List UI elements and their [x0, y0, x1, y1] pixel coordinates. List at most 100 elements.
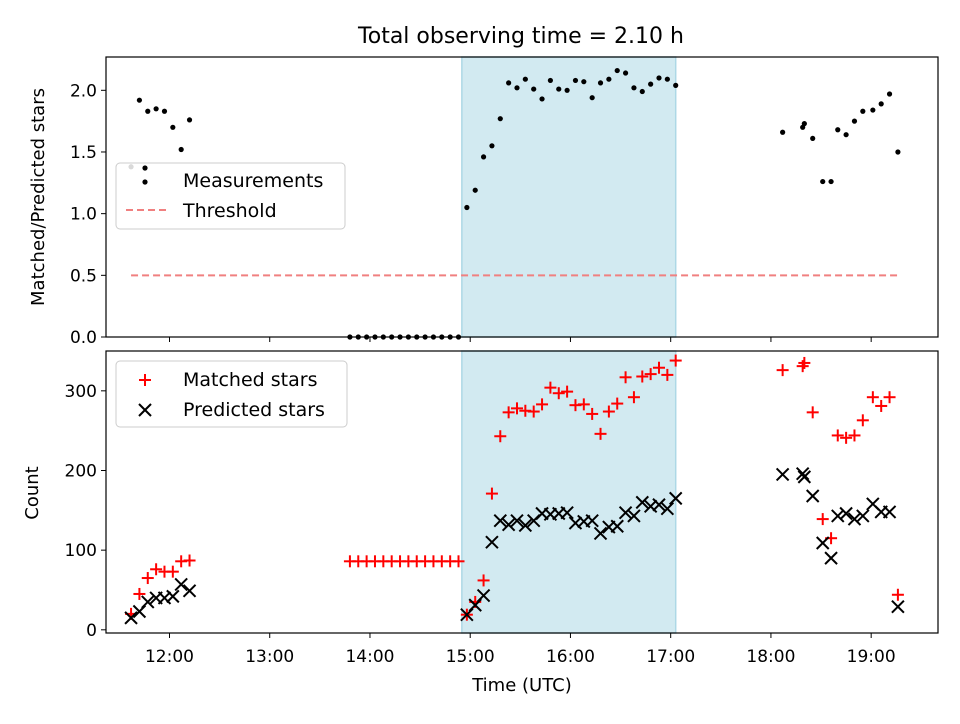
predicted-star-point	[593, 526, 608, 541]
x-tick-label: 12:00	[145, 647, 194, 667]
matched-star-point	[840, 431, 853, 444]
measurement-point	[153, 106, 159, 112]
measurement-point	[614, 67, 620, 74]
predicted-star-point	[174, 577, 188, 592]
x-tick-label: 19:00	[847, 647, 896, 667]
y-tick-label: 1.0	[70, 205, 97, 225]
chart-title: Total observing time = 2.10 h	[357, 24, 684, 49]
predicted-star-point	[510, 513, 524, 528]
matched-star-point	[798, 356, 811, 369]
x-tick-label: 16:00	[546, 647, 595, 667]
measurement-point	[828, 178, 834, 185]
legend-marker-measurements	[142, 165, 148, 171]
matched-star-point	[183, 554, 196, 567]
predicted-star-point	[775, 467, 790, 482]
measurement-point	[564, 87, 570, 93]
predicted-star-point	[560, 506, 574, 520]
measurement-point	[186, 117, 193, 123]
shaded-region	[461, 350, 677, 634]
ratio-y-axis-label: Matched/Predicted stars	[28, 88, 49, 306]
predicted-star-point	[856, 509, 870, 523]
predicted-star-point	[476, 588, 491, 603]
matched-star-point	[652, 361, 665, 374]
predicted-star-point	[891, 600, 905, 614]
measurement-point	[810, 135, 816, 142]
predicted-star-point	[618, 506, 633, 520]
measurement-point	[656, 75, 662, 81]
measurement-point	[464, 204, 470, 211]
predicted-star-point	[660, 502, 675, 516]
predicted-star-point	[485, 535, 499, 549]
predicted-star-point	[668, 491, 683, 506]
matched-star-point	[586, 407, 599, 420]
predicted-star-point	[610, 519, 624, 533]
measurement-point	[539, 96, 545, 102]
x-tick-label: 17:00	[646, 647, 695, 667]
matched-star-point	[848, 429, 861, 442]
count-panel: 0 100 200 300 12:00 13:00 14:00 15:00 16:00 17:0…	[22, 350, 939, 696]
matched-star-point	[619, 371, 632, 384]
predicted-star-point	[847, 512, 862, 526]
measurement-point	[878, 101, 884, 107]
predicted-star-point	[805, 489, 820, 503]
measurement-point	[820, 178, 826, 185]
ratio-legend-box	[115, 162, 346, 230]
predicted-star-point	[635, 495, 649, 510]
matched-star-point	[527, 405, 540, 418]
matched-star-point	[891, 588, 904, 601]
measurement-point	[506, 80, 512, 86]
measurement-point	[895, 149, 901, 155]
measurement-point	[648, 81, 654, 87]
measurement-point	[597, 80, 604, 86]
legend-marker-matched	[139, 374, 151, 386]
measurement-point	[514, 85, 520, 91]
count-legend-box	[115, 360, 348, 428]
measurement-point	[161, 108, 168, 114]
legend-marker-measurements	[142, 179, 148, 185]
matched-star-point	[452, 555, 465, 568]
x-tick-label: 13:00	[245, 647, 294, 667]
count-y-axis-label: Count	[22, 466, 43, 519]
measurement-point	[531, 86, 537, 92]
predicted-star-point	[816, 536, 830, 550]
matched-star-point	[776, 364, 789, 377]
measurement-point	[801, 121, 807, 127]
shaded-region	[461, 56, 677, 338]
predicted-star-point	[831, 509, 845, 523]
predicted-star-point	[652, 498, 666, 512]
predicted-star-point	[141, 595, 155, 609]
matched-star-point	[661, 368, 674, 381]
y-tick-label: 1.5	[70, 143, 97, 163]
matched-star-point	[577, 398, 590, 411]
matched-star-point	[602, 405, 615, 418]
predicted-star-point	[824, 551, 838, 565]
matched-star-point	[133, 587, 146, 600]
y-tick-label: 200	[65, 461, 97, 481]
measurement-point	[780, 129, 786, 135]
x-tick-label: 18:00	[746, 647, 795, 667]
measurement-point	[860, 108, 866, 114]
matched-star-point	[561, 385, 574, 398]
measurement-point	[145, 108, 151, 114]
x-axis-label: Time (UTC)	[471, 675, 572, 696]
measurement-point	[664, 76, 670, 82]
measurement-point	[886, 91, 893, 97]
measurement-point	[489, 143, 495, 149]
predicted-star-point	[166, 589, 180, 604]
legend-label-threshold: Threshold	[182, 200, 277, 222]
matched-star-point	[669, 354, 682, 367]
matched-star-point	[831, 429, 844, 442]
matched-star-point	[866, 391, 879, 404]
predicted-star-point	[518, 518, 533, 533]
matched-star-point	[644, 368, 657, 381]
measurement-point	[835, 127, 841, 133]
measurement-point	[673, 82, 679, 88]
legend-label-predicted: Predicted stars	[183, 399, 325, 421]
x-tick-label: 15:00	[446, 647, 495, 667]
measurement-point	[639, 88, 645, 95]
predicted-star-point	[795, 466, 810, 481]
ratio-plot-frame	[105, 56, 939, 338]
measurement-point	[572, 77, 579, 84]
y-tick-label: 2.0	[70, 81, 97, 101]
